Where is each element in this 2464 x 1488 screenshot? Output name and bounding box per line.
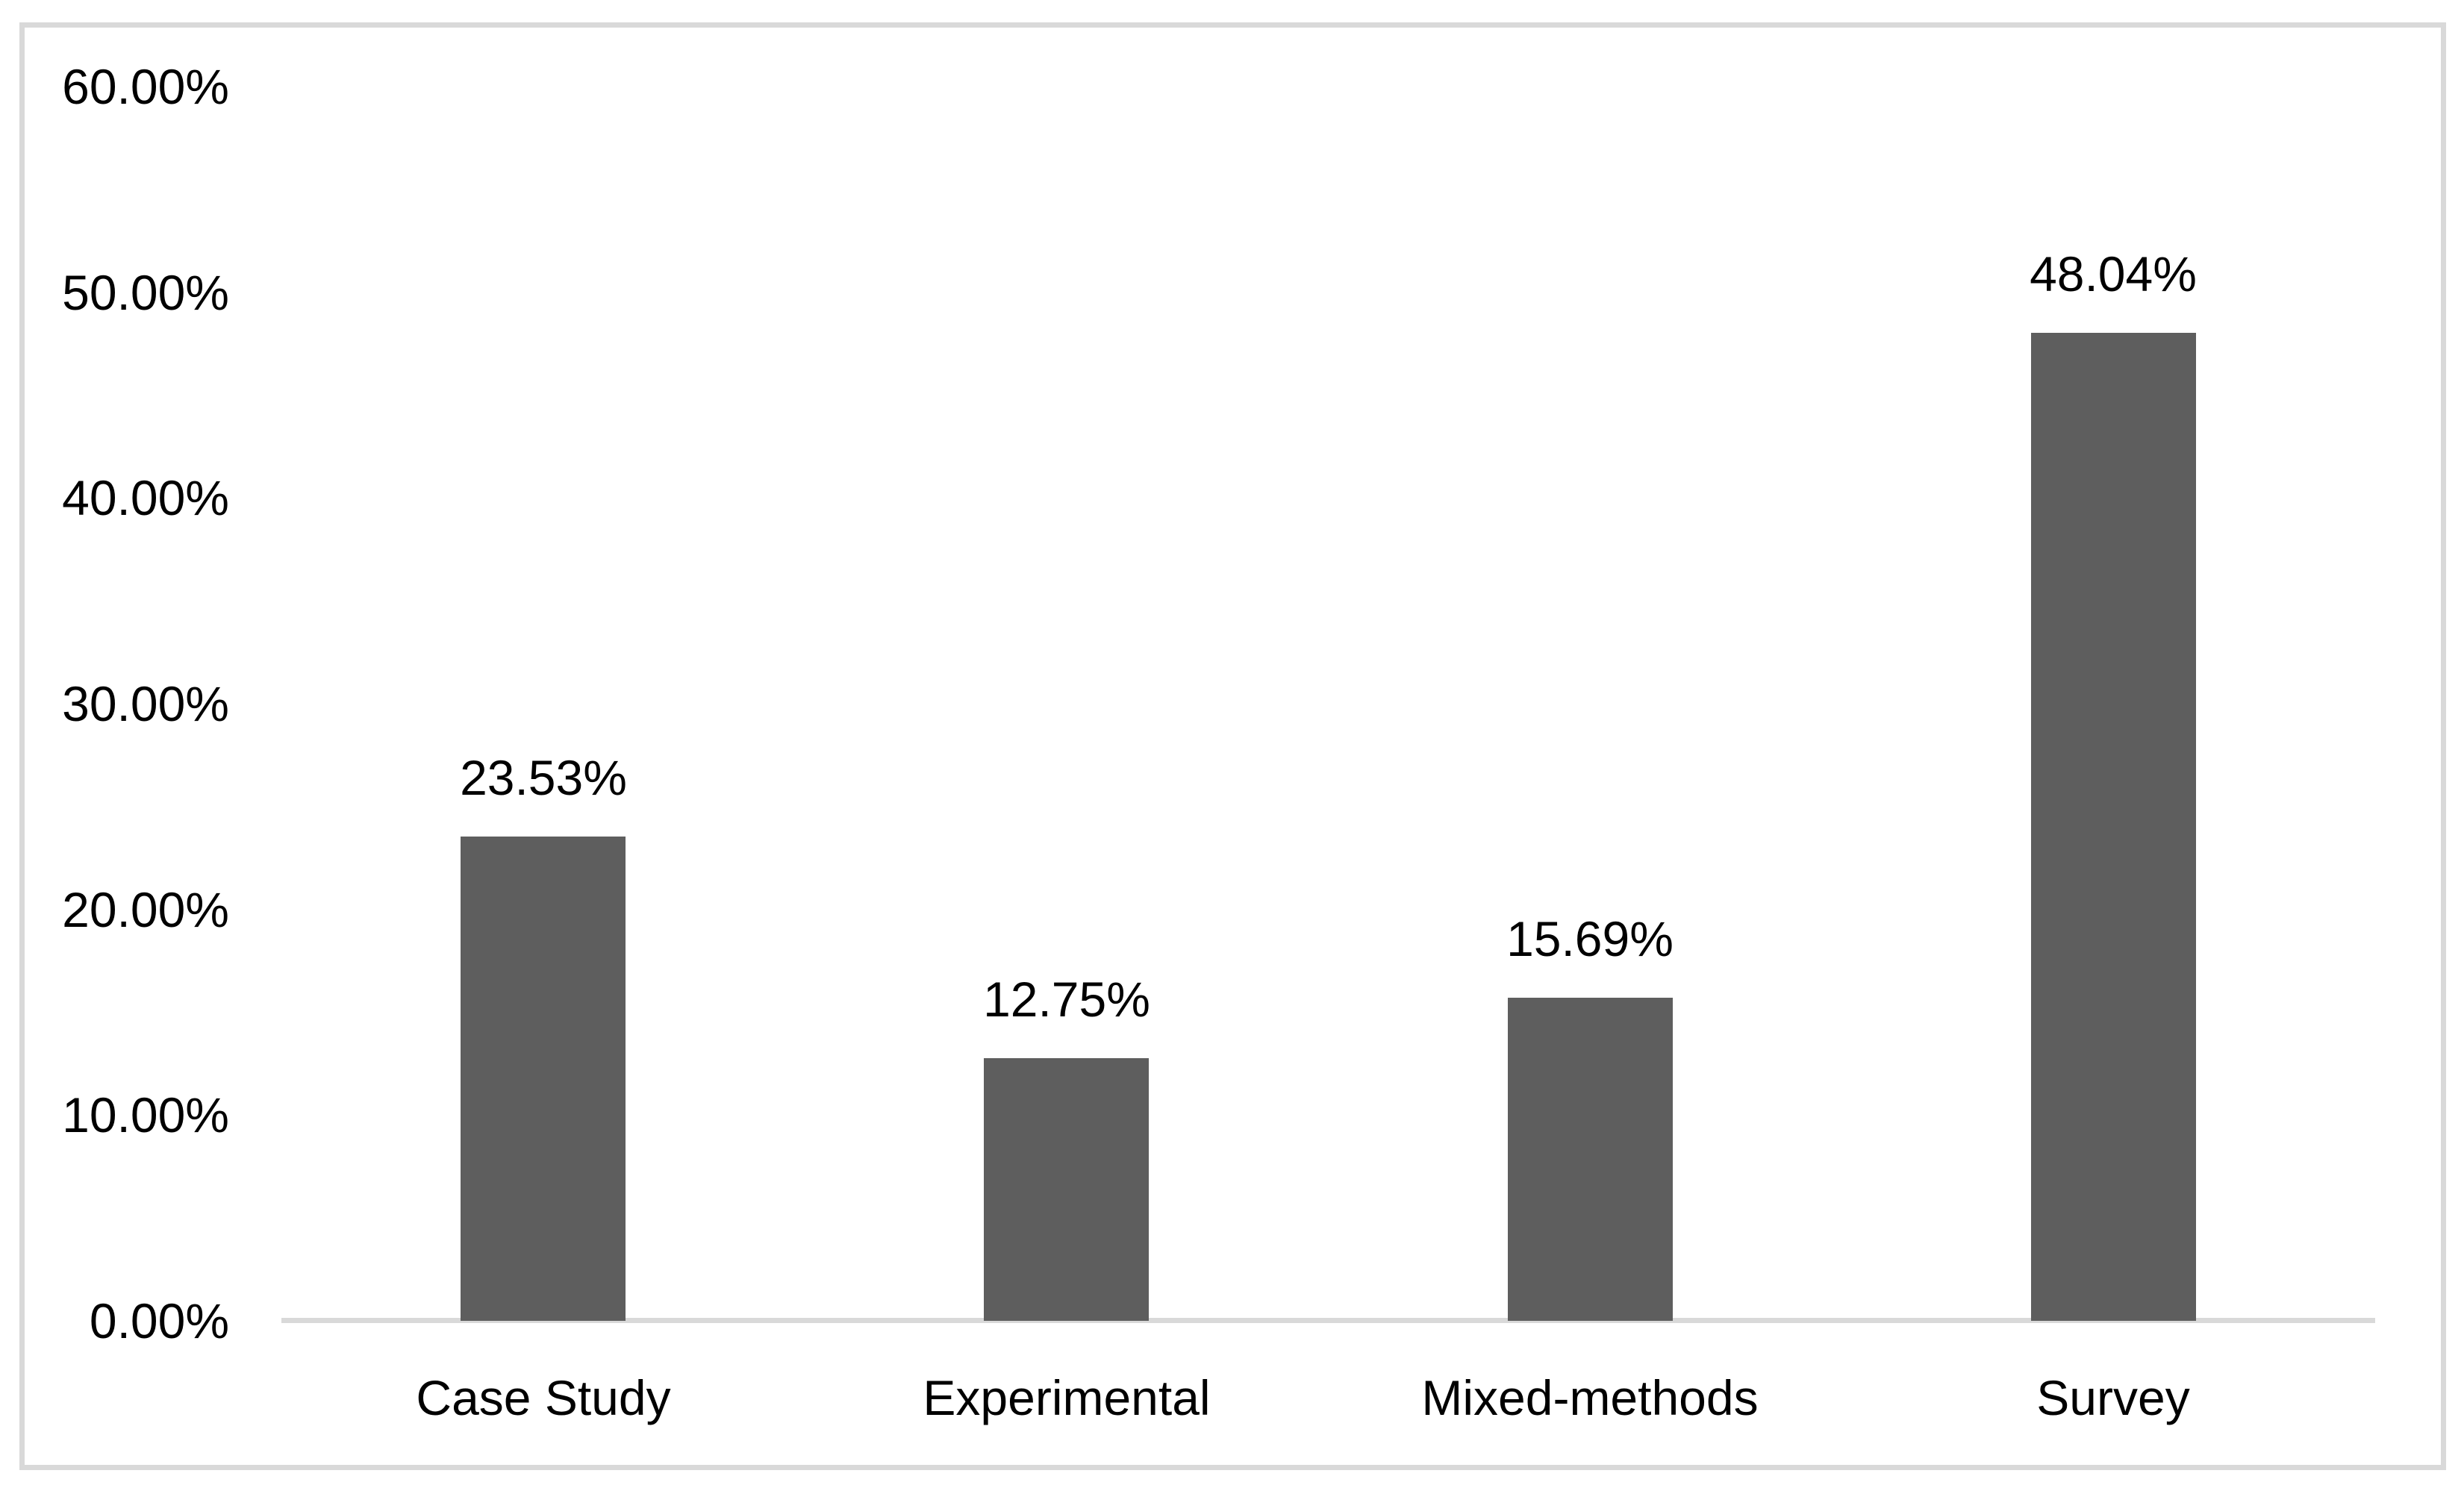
bar [984, 1058, 1149, 1321]
y-axis-tick-label: 40.00% [62, 470, 229, 526]
bar [2031, 333, 2196, 1321]
category-label: Survey [2036, 1370, 2190, 1425]
category-label: Case Study [416, 1370, 671, 1425]
category-label: Experimental [923, 1370, 1211, 1425]
bar-value-label: 23.53% [460, 750, 627, 805]
bar [461, 837, 626, 1321]
y-axis-tick-label: 30.00% [62, 675, 229, 731]
y-axis-tick-label: 10.00% [62, 1087, 229, 1143]
bar-value-label: 48.04% [2030, 246, 2197, 301]
y-axis-tick-label: 0.00% [89, 1293, 229, 1348]
bar-value-label: 12.75% [983, 972, 1150, 1027]
y-axis-tick-label: 20.00% [62, 881, 229, 937]
bar-value-label: 15.69% [1506, 911, 1674, 966]
bar [1508, 998, 1673, 1321]
x-axis-line [281, 1318, 2375, 1323]
y-axis-tick-label: 60.00% [62, 58, 229, 114]
y-axis-tick-label: 50.00% [62, 264, 229, 320]
category-label: Mixed-methods [1421, 1370, 1759, 1425]
